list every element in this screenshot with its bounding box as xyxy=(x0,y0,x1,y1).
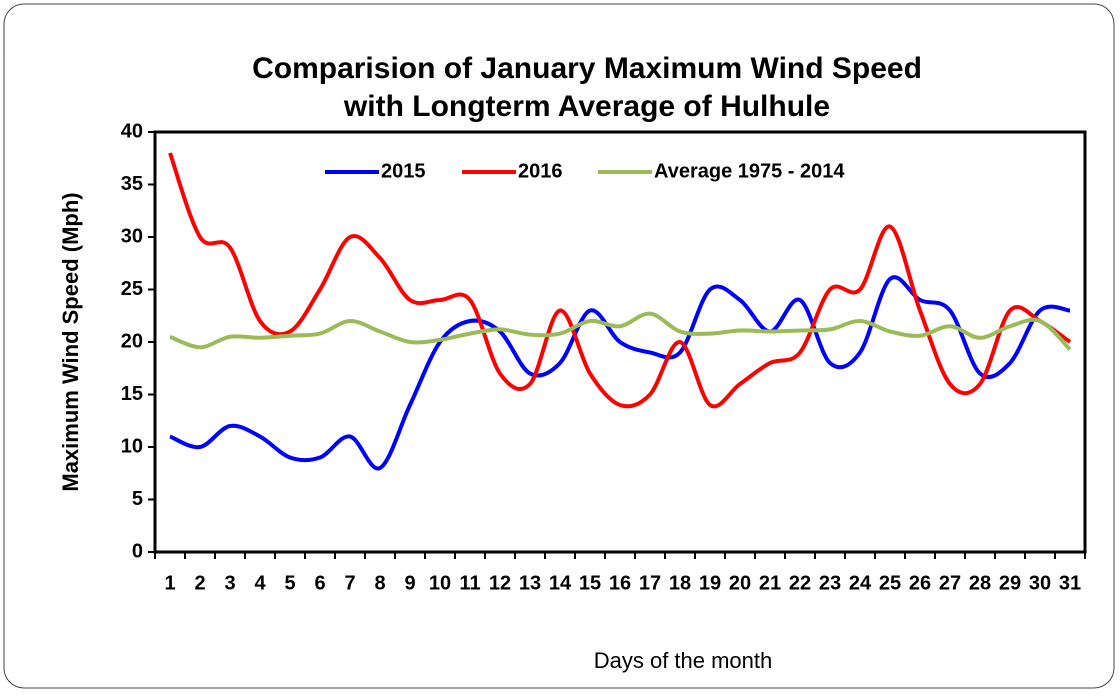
x-tick-label: 15 xyxy=(579,572,601,594)
y-tick-label: 10 xyxy=(121,435,143,457)
x-tick-label: 9 xyxy=(404,572,415,594)
x-tick-label: 10 xyxy=(429,572,451,594)
x-tick-label: 8 xyxy=(374,572,385,594)
x-tick-label: 11 xyxy=(459,572,480,594)
y-tick-label: 5 xyxy=(132,488,143,510)
x-tick-label: 24 xyxy=(849,572,872,594)
series-line xyxy=(169,275,1071,471)
x-tick-label: 5 xyxy=(284,572,295,594)
x-tick-label: 31 xyxy=(1059,572,1081,594)
page-frame xyxy=(3,3,1115,689)
x-tick-label: 2 xyxy=(194,572,205,594)
x-tick-label: 26 xyxy=(909,572,931,594)
x-tick-label: 20 xyxy=(729,572,751,594)
x-tick-label: 18 xyxy=(669,572,691,594)
x-tick-label: 25 xyxy=(879,572,901,594)
x-tick-label: 16 xyxy=(609,572,631,594)
y-tick-label: 25 xyxy=(121,278,143,300)
x-tick-label: 27 xyxy=(939,572,961,594)
legend-label: 2015 xyxy=(381,160,426,182)
y-axis-title: Maximum Wind Speed (Mph) xyxy=(58,192,83,491)
x-tick-label: 13 xyxy=(519,572,541,594)
legend-label: Average 1975 - 2014 xyxy=(654,160,845,182)
x-tick-label: 3 xyxy=(224,572,235,594)
x-axis-title: Days of the month xyxy=(594,648,773,673)
y-tick-label: 15 xyxy=(121,383,143,405)
x-tick-label: 22 xyxy=(789,572,811,594)
y-tick-label: 20 xyxy=(121,330,143,352)
y-tick-label: 35 xyxy=(121,173,143,195)
chart-title: with Longterm Average of Hulhule xyxy=(343,90,830,123)
x-tick-label: 14 xyxy=(549,572,572,594)
x-tick-label: 4 xyxy=(254,572,266,594)
y-tick-label: 40 xyxy=(121,120,143,142)
chart-title: Comparision of January Maximum Wind Spee… xyxy=(252,52,922,85)
x-tick-label: 21 xyxy=(759,572,781,594)
x-tick-label: 6 xyxy=(314,572,325,594)
legend-label: 2016 xyxy=(518,160,563,182)
x-tick-label: 7 xyxy=(344,572,355,594)
x-tick-label: 30 xyxy=(1029,572,1051,594)
x-tick-label: 23 xyxy=(819,572,841,594)
x-tick-label: 28 xyxy=(969,572,991,594)
x-tick-label: 1 xyxy=(164,572,175,594)
x-tick-label: 19 xyxy=(699,572,721,594)
x-tick-label: 29 xyxy=(999,572,1021,594)
plot-frame xyxy=(153,130,1087,554)
y-tick-label: 0 xyxy=(132,540,143,562)
x-tick-label: 12 xyxy=(489,572,511,594)
y-tick-label: 30 xyxy=(121,225,143,247)
series-line xyxy=(168,152,1072,409)
x-tick-label: 17 xyxy=(639,572,661,594)
series-line xyxy=(169,311,1072,351)
